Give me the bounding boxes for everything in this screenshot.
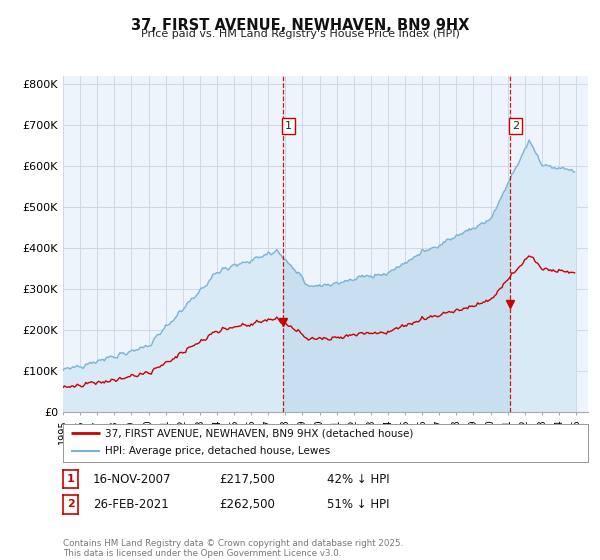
Text: £262,500: £262,500 xyxy=(219,498,275,511)
Text: 37, FIRST AVENUE, NEWHAVEN, BN9 9HX: 37, FIRST AVENUE, NEWHAVEN, BN9 9HX xyxy=(131,18,469,33)
Text: 51% ↓ HPI: 51% ↓ HPI xyxy=(327,498,389,511)
Text: 16-NOV-2007: 16-NOV-2007 xyxy=(93,473,172,486)
Text: 42% ↓ HPI: 42% ↓ HPI xyxy=(327,473,389,486)
Text: HPI: Average price, detached house, Lewes: HPI: Average price, detached house, Lewe… xyxy=(105,446,330,456)
Text: 1: 1 xyxy=(67,474,74,484)
Text: 2: 2 xyxy=(67,500,74,509)
Text: 2: 2 xyxy=(512,121,519,131)
Text: £217,500: £217,500 xyxy=(219,473,275,486)
Text: 37, FIRST AVENUE, NEWHAVEN, BN9 9HX (detached house): 37, FIRST AVENUE, NEWHAVEN, BN9 9HX (det… xyxy=(105,428,413,438)
Text: Contains HM Land Registry data © Crown copyright and database right 2025.
This d: Contains HM Land Registry data © Crown c… xyxy=(63,539,403,558)
Text: 26-FEB-2021: 26-FEB-2021 xyxy=(93,498,169,511)
Text: 1: 1 xyxy=(285,121,292,131)
Text: Price paid vs. HM Land Registry's House Price Index (HPI): Price paid vs. HM Land Registry's House … xyxy=(140,29,460,39)
